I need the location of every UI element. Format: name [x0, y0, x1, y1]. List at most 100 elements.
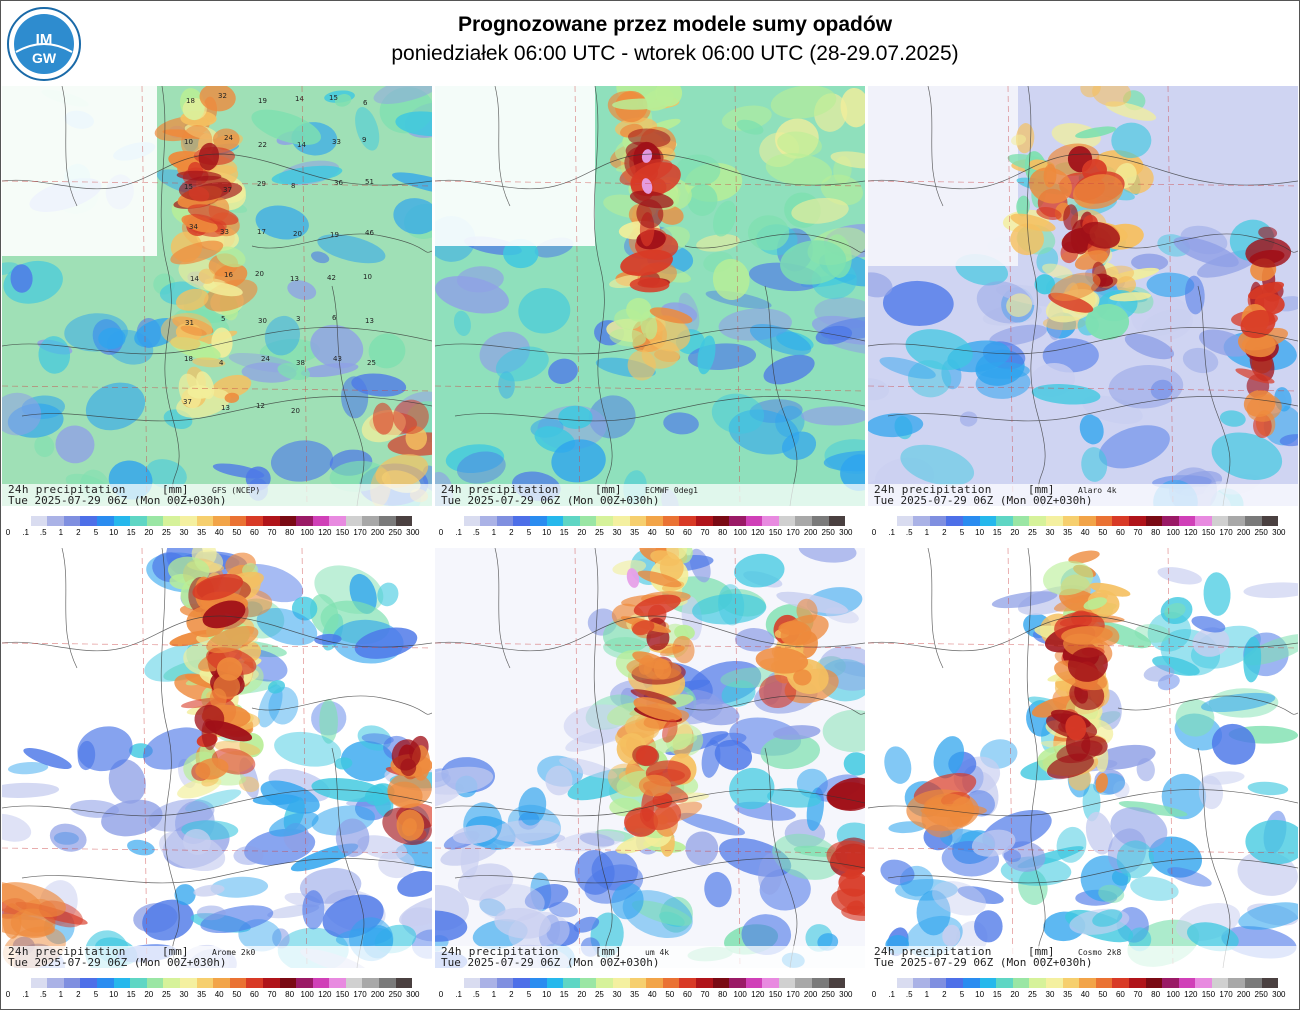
grid-value: 24	[261, 355, 270, 363]
precip-band	[216, 246, 246, 268]
legend-tick: 35	[630, 528, 640, 537]
border-line	[1026, 548, 1046, 968]
legend-tick: 40	[214, 990, 224, 999]
panel-caption-valid: Tue 2025-07-29 06Z (Mon 00Z+030h)	[874, 494, 1093, 506]
precip-area	[1002, 848, 1021, 863]
precip-area	[591, 850, 638, 891]
legend-swatch	[395, 978, 413, 988]
graticule-line	[1007, 548, 1014, 968]
precip-area	[1085, 811, 1113, 855]
precip-area	[377, 582, 399, 607]
precip-area	[1128, 927, 1152, 952]
precip-area	[378, 850, 415, 879]
precip-core	[638, 774, 672, 797]
border-line	[764, 285, 798, 506]
legend-swatch	[179, 516, 197, 526]
legend-swatch	[312, 978, 330, 988]
legend-swatch	[1245, 516, 1262, 526]
legend-swatch	[63, 978, 81, 988]
panel-caption-title: 24h precipitation	[441, 483, 559, 496]
legend-swatch	[513, 516, 530, 526]
legend-swatch	[463, 516, 481, 526]
precip-area	[2, 262, 19, 276]
panel-caption-model: GFS (NCEP)	[212, 486, 261, 495]
border-line	[2, 789, 432, 817]
legend-tick: 1	[491, 990, 497, 999]
legend-swatch	[1162, 978, 1179, 988]
legend-swatch	[929, 516, 947, 526]
country-borders	[2, 86, 432, 506]
precip-area	[770, 86, 837, 119]
legend-swatch	[496, 978, 514, 988]
border-line	[454, 396, 865, 422]
precip-band	[827, 777, 865, 810]
legend-tick: 2	[942, 528, 947, 537]
legend-tick: 30	[1045, 528, 1055, 537]
legend-swatch	[729, 516, 746, 526]
grid-value: 24	[224, 134, 233, 142]
legend-tick: 200	[370, 528, 385, 537]
graticule-line	[868, 847, 1298, 854]
precip-area	[1247, 781, 1289, 796]
color-scale: 0.1.5 1 2 5 10 15 20 25 30 35 40 50 60 70 80 100 120 150 1…	[2, 974, 432, 1006]
precip-area	[747, 215, 790, 251]
precip-band	[657, 205, 684, 225]
legend-tick: 250	[388, 528, 402, 537]
precip-band	[826, 840, 865, 874]
legend-tick: .5	[905, 990, 913, 999]
legend-swatch	[646, 978, 663, 988]
legend-tick: 2	[942, 990, 947, 999]
legend-tick: 10	[109, 990, 119, 999]
precip-band	[778, 621, 807, 636]
legend-swatch	[146, 516, 164, 526]
precip-area	[361, 733, 394, 745]
precip-area	[34, 435, 55, 458]
precip-area	[777, 131, 822, 157]
precip-area	[1079, 414, 1104, 445]
legend-swatch	[1245, 978, 1262, 988]
legend-swatch	[745, 978, 763, 988]
legend-tick: 150	[1201, 990, 1216, 999]
legend-swatch	[812, 516, 829, 526]
border-line	[887, 396, 1298, 422]
precip-area	[763, 354, 815, 385]
precip-area	[989, 324, 1048, 346]
legend-tick: 60	[249, 528, 259, 537]
precip-band	[1010, 213, 1056, 232]
legend-tick: 0	[871, 990, 877, 999]
legend-tick: 10	[975, 528, 985, 537]
precip-area	[545, 765, 573, 796]
legend-tick: 100	[1166, 528, 1180, 537]
legend-tick: 30	[179, 528, 189, 537]
precip-band	[1092, 86, 1132, 107]
precip-area	[212, 463, 265, 479]
precip-area	[765, 153, 832, 187]
legend-tick: 25	[1027, 528, 1037, 537]
precip-band	[612, 560, 647, 575]
logo-text-top: IM	[36, 31, 53, 48]
precip-area	[210, 876, 269, 898]
precipitation-map	[435, 86, 865, 506]
legend-tick: 170	[353, 528, 367, 537]
precip-band	[178, 373, 202, 409]
border-line	[1026, 86, 1046, 506]
precip-band	[1240, 309, 1276, 339]
legend-swatch	[679, 978, 696, 988]
precip-area	[1203, 572, 1231, 616]
precip-area	[559, 757, 618, 779]
legend-tick: 120	[318, 990, 332, 999]
precip-core	[629, 190, 674, 209]
precip-area	[7, 762, 49, 775]
legend-tick: 30	[612, 990, 622, 999]
precip-area	[264, 315, 301, 356]
precip-band	[759, 674, 797, 709]
legend-tick: 100	[733, 990, 747, 999]
grid-value: 10	[184, 138, 193, 146]
legend-tick: 70	[267, 528, 277, 537]
grid-value: 42	[327, 274, 336, 282]
precip-area	[317, 234, 386, 264]
legend-swatch	[345, 516, 363, 526]
legend-tick: 200	[370, 990, 385, 999]
border-line	[887, 858, 1298, 884]
